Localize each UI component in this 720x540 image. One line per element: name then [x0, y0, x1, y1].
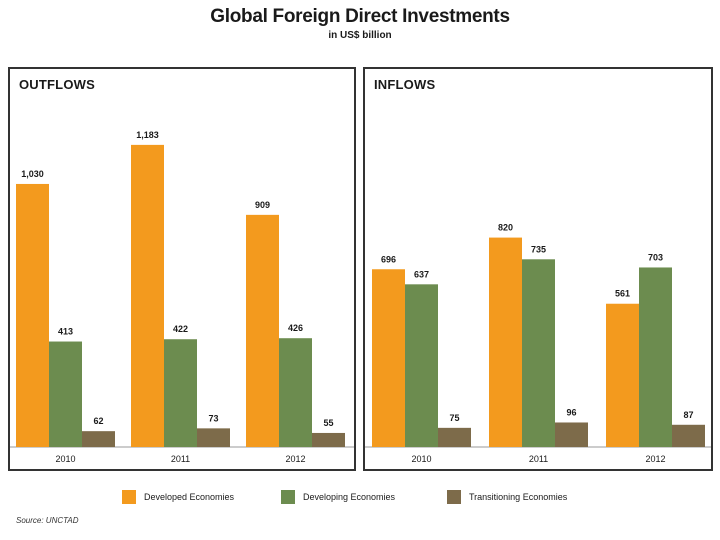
data-label: 55	[323, 418, 333, 428]
data-label: 96	[566, 407, 576, 417]
inflows-panel: INFLOWS 696 637 75 2010 820 735 96 2011 561 703 87…	[363, 67, 713, 471]
outflows-title: OUTFLOWS	[19, 77, 95, 92]
bar-2012-developing-economies	[639, 267, 672, 447]
x-tick-label: 2012	[645, 454, 665, 464]
data-label: 426	[288, 323, 303, 333]
bar-2011-developing-economies	[522, 259, 555, 447]
bar-2012-transitioning-economies	[312, 432, 345, 447]
bar-2010-developed-economies	[16, 183, 49, 447]
x-tick-label: 2010	[411, 454, 431, 464]
legend-label-developed: Developed Economies	[144, 492, 235, 502]
data-label: 696	[381, 254, 396, 264]
data-label: 820	[498, 223, 513, 233]
legend-label-developing: Developing Economies	[303, 492, 396, 502]
bar-2010-transitioning-economies	[82, 431, 115, 447]
inflows-chart: 696 637 75 2010 820 735 96 2011 561 703 87 2012	[365, 223, 711, 464]
legend-item-transitioning: Transitioning Economies	[447, 490, 567, 504]
data-label: 62	[93, 416, 103, 426]
bar-2011-developed-economies	[489, 237, 522, 447]
bar-2010-transitioning-economies	[438, 427, 471, 447]
data-label: 75	[449, 413, 459, 423]
legend-label-transitioning: Transitioning Economies	[469, 492, 568, 502]
data-label: 561	[615, 289, 630, 299]
bar-2012-developed-economies	[606, 303, 639, 447]
legend-swatch-developing	[281, 490, 295, 504]
outflows-panel: OUTFLOWS 1,030 413 62 2010 1,183 422 73 2011 909…	[8, 67, 356, 471]
bar-2011-developed-economies	[131, 144, 164, 447]
data-label: 909	[255, 200, 270, 210]
bar-2012-transitioning-economies	[672, 424, 705, 447]
x-tick-label: 2010	[55, 454, 75, 464]
chart-title: Global Foreign Direct Investments	[210, 6, 510, 27]
bar-2010-developed-economies	[372, 269, 405, 447]
outflows-chart: 1,030 413 62 2010 1,183 422 73 2011 909 426 55 2012	[10, 130, 354, 464]
data-label: 735	[531, 244, 546, 254]
data-label: 422	[173, 324, 188, 334]
chart-subtitle: in US$ billion	[328, 30, 392, 41]
legend-item-developed: Developed Economies	[122, 490, 234, 504]
bar-2011-developing-economies	[164, 339, 197, 447]
data-label: 637	[414, 269, 429, 279]
x-tick-label: 2011	[171, 454, 190, 464]
data-label: 413	[58, 327, 73, 337]
data-label: 73	[208, 413, 218, 423]
source-note: Source: UNCTAD	[16, 516, 79, 525]
bar-2011-transitioning-economies	[197, 428, 230, 447]
bar-2010-developing-economies	[49, 341, 82, 447]
bar-2012-developed-economies	[246, 214, 279, 447]
data-label: 703	[648, 252, 663, 262]
data-label: 1,030	[21, 169, 44, 179]
x-tick-label: 2011	[529, 454, 548, 464]
bar-2012-developing-economies	[279, 338, 312, 447]
legend-item-developing: Developing Economies	[281, 490, 395, 504]
inflows-title: INFLOWS	[374, 77, 436, 92]
legend-swatch-transitioning	[447, 490, 461, 504]
data-label: 87	[683, 410, 693, 420]
data-label: 1,183	[136, 130, 159, 140]
bar-2011-transitioning-economies	[555, 422, 588, 447]
legend-swatch-developed	[122, 490, 136, 504]
bar-2010-developing-economies	[405, 284, 438, 447]
x-tick-label: 2012	[285, 454, 305, 464]
